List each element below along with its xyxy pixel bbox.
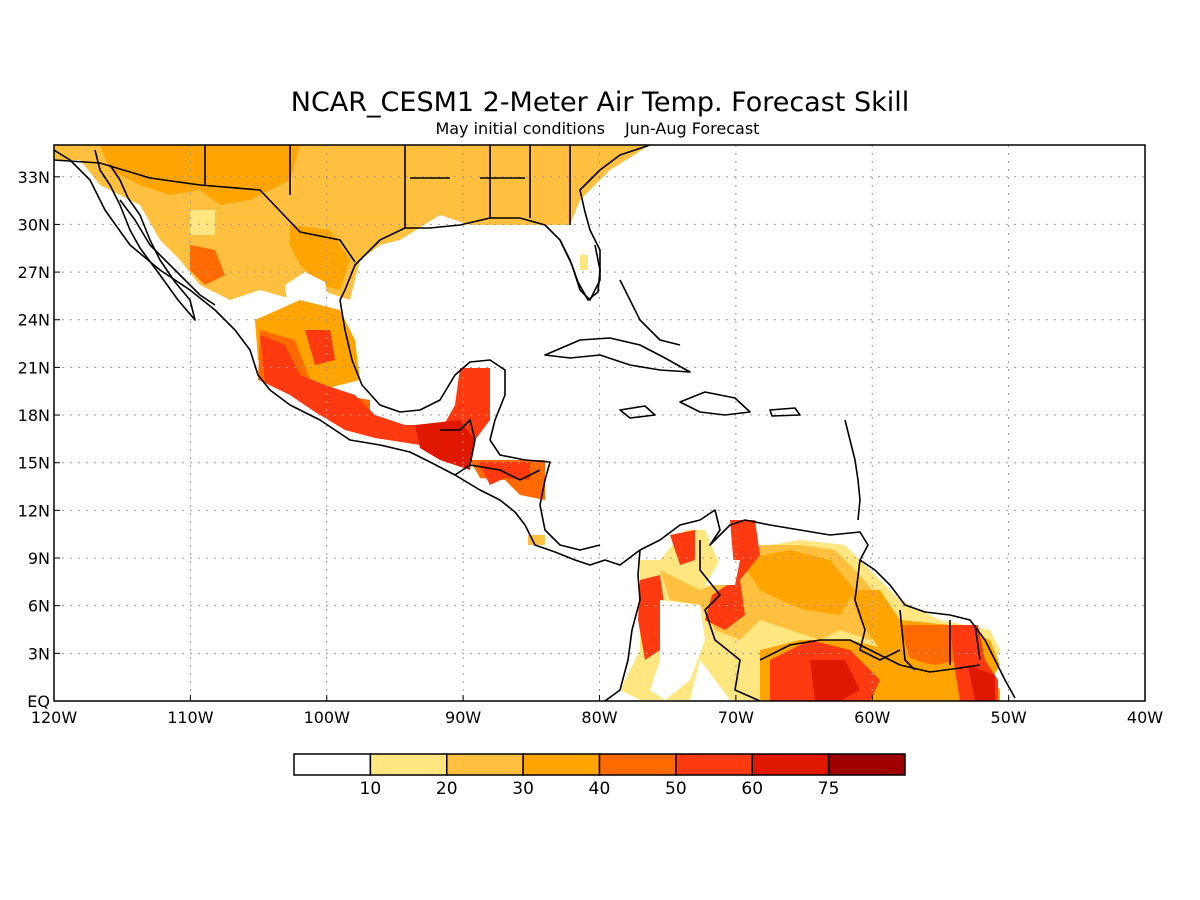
colorbar-label: 20 — [436, 779, 458, 799]
colorbar-swatch — [522, 753, 601, 776]
shade-sonora-red — [190, 245, 225, 285]
coast-lesser-antilles — [844, 419, 861, 521]
coastlines — [54, 145, 1016, 701]
lat-tick-label: EQ — [27, 692, 50, 711]
coast-florida — [559, 239, 601, 301]
shade-amapa-dark — [968, 665, 995, 701]
lon-tick-label: 80W — [581, 708, 617, 727]
border-us-mexico — [54, 159, 356, 263]
lat-tick-label: 15N — [18, 454, 50, 473]
lon-tick-label: 90W — [445, 708, 481, 727]
coast-pacific-mexico — [54, 149, 641, 566]
border-brazil — [759, 639, 981, 673]
skill-shading — [54, 145, 1000, 701]
shade-venezuela-orange — [740, 550, 855, 615]
latitude-ticks: EQ 3N 6N 9N 12N 15N 18N 21N 24N 27N 30N 33N — [18, 168, 60, 711]
lon-tick-label: 70W — [718, 708, 754, 727]
figure-subtitle-left: May initial conditions — [435, 119, 605, 138]
colorbar-label: 30 — [512, 779, 534, 799]
figure-subtitle-right: Jun-Aug Forecast — [624, 119, 759, 138]
lat-tick-label: 21N — [18, 358, 50, 377]
lat-tick-label: 30N — [18, 215, 50, 234]
shade-costa-rica — [528, 535, 545, 545]
colorbar-swatch — [827, 753, 906, 776]
shade-colombia-north-red — [670, 530, 695, 565]
border-guatemala — [440, 419, 476, 476]
colorbar-swatch — [675, 753, 753, 776]
figure-title: NCAR_CESM1 2-Meter Air Temp. Forecast Sk… — [291, 87, 909, 118]
lat-tick-label: 27N — [18, 263, 50, 282]
lon-tick-label: 60W — [854, 708, 890, 727]
coast-bahamas — [619, 279, 681, 346]
coast-hispaniola — [679, 391, 751, 416]
colorbar-label: 40 — [589, 779, 611, 799]
border-venezuela-guyana — [854, 559, 901, 661]
shade-mexico-central-red — [305, 330, 335, 365]
colorbar-label: 10 — [360, 779, 382, 799]
border-honduras — [469, 464, 541, 481]
shade-guyana-red — [900, 625, 960, 665]
lat-tick-label: 12N — [18, 501, 50, 520]
border-guyanas — [899, 609, 981, 671]
colorbar-swatch — [446, 753, 524, 776]
lat-tick-label: 9N — [28, 549, 50, 568]
colorbar-label: 50 — [665, 779, 687, 799]
colorbar-swatch — [598, 753, 677, 776]
coast-jamaica — [619, 405, 656, 419]
colorbar-swatch — [369, 753, 448, 776]
lat-tick-label: 24N — [18, 311, 50, 330]
coast-puerto-rico — [769, 407, 801, 417]
lon-tick-label: 40W — [1127, 708, 1163, 727]
shade-guatemala-dark — [415, 420, 475, 470]
coast-colombia-pacific — [604, 549, 641, 701]
longitude-ticks: 120W 110W 100W 90W 80W 70W 60W 50W 40W — [31, 695, 1163, 727]
coast-gulf-california — [119, 199, 216, 306]
shade-florida — [580, 255, 588, 270]
colorbar: 10 20 30 40 50 60 75 — [293, 753, 906, 799]
shade-texas-strong — [290, 225, 350, 290]
lon-tick-label: 110W — [167, 708, 214, 727]
lat-tick-label: 18N — [18, 406, 50, 425]
lon-tick-label: 120W — [31, 708, 78, 727]
colorbar-label: 75 — [818, 779, 840, 799]
lat-tick-label: 3N — [28, 644, 50, 663]
lon-tick-label: 50W — [991, 708, 1027, 727]
colorbar-swatch — [751, 753, 830, 776]
lat-tick-label: 33N — [18, 168, 50, 187]
shade-southern-us-pale — [190, 210, 215, 235]
coast-south-america — [639, 509, 1016, 699]
colorbar-label: 60 — [741, 779, 763, 799]
shade-amazon-dark — [810, 660, 860, 701]
shade-venezuela-red — [705, 520, 760, 630]
lon-tick-label: 100W — [304, 708, 351, 727]
shade-colombia-red — [638, 575, 665, 660]
coast-mexico-gulf-west — [339, 299, 506, 441]
border-colombia-venezuela — [699, 540, 761, 701]
colorbar-swatch — [293, 753, 372, 776]
lat-tick-label: 6N — [28, 597, 50, 616]
coast-caribbean-central — [489, 439, 601, 551]
coast-cuba — [544, 337, 691, 373]
coast-baja — [94, 149, 196, 321]
border-us-states — [204, 145, 571, 228]
shade-southern-us-strong — [100, 145, 300, 205]
shade-venezuela-blank2 — [705, 560, 740, 585]
shade-venezuela-blank — [650, 600, 705, 700]
map-panel — [54, 145, 1145, 701]
